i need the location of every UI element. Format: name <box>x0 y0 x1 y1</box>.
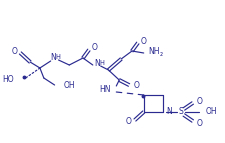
Text: N: N <box>166 108 172 117</box>
Text: O: O <box>126 118 132 127</box>
Text: O: O <box>134 81 140 90</box>
Text: S: S <box>179 108 183 117</box>
Text: O: O <box>92 43 98 52</box>
Text: ₂: ₂ <box>159 48 162 57</box>
Text: H: H <box>56 54 61 60</box>
Text: O: O <box>141 36 147 45</box>
Text: O: O <box>197 119 202 128</box>
Text: OH: OH <box>63 82 75 91</box>
Text: O: O <box>197 97 202 106</box>
Text: N: N <box>51 52 56 61</box>
Text: H: H <box>100 60 105 66</box>
Text: NH: NH <box>148 47 160 56</box>
Text: HO: HO <box>2 76 14 85</box>
Text: HN: HN <box>99 86 110 95</box>
Text: O: O <box>11 46 17 55</box>
Text: N: N <box>95 58 101 67</box>
Text: OH: OH <box>205 108 217 117</box>
